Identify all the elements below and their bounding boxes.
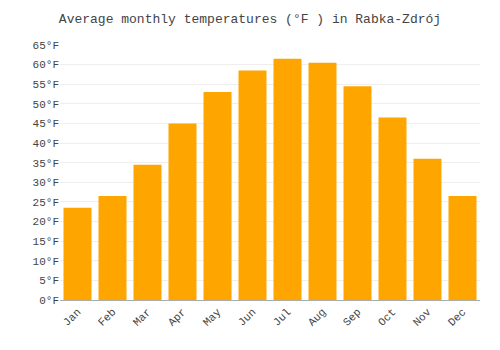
svg-text:Aug: Aug: [306, 306, 328, 328]
svg-text:Jun: Jun: [236, 306, 258, 328]
svg-text:Dec: Dec: [446, 306, 468, 328]
svg-text:Nov: Nov: [411, 306, 434, 329]
svg-text:65°F: 65°F: [33, 40, 59, 52]
svg-text:50°F: 50°F: [33, 99, 59, 111]
svg-text:Apr: Apr: [166, 306, 188, 328]
svg-text:Jan: Jan: [61, 306, 83, 328]
svg-text:15°F: 15°F: [33, 236, 59, 248]
svg-text:60°F: 60°F: [33, 59, 59, 71]
svg-text:20°F: 20°F: [33, 216, 59, 228]
svg-text:55°F: 55°F: [33, 79, 59, 91]
svg-text:30°F: 30°F: [33, 177, 59, 189]
svg-text:35°F: 35°F: [33, 158, 59, 170]
svg-text:Mar: Mar: [131, 306, 153, 328]
svg-text:May: May: [201, 306, 224, 329]
svg-text:0°F: 0°F: [39, 295, 59, 307]
svg-text:Jul: Jul: [271, 306, 293, 328]
svg-text:Oct: Oct: [376, 306, 398, 328]
svg-text:40°F: 40°F: [33, 138, 59, 150]
svg-text:Sep: Sep: [341, 306, 363, 328]
svg-text:45°F: 45°F: [33, 118, 59, 130]
svg-text:Feb: Feb: [96, 306, 118, 328]
svg-text:5°F: 5°F: [39, 275, 59, 287]
svg-text:25°F: 25°F: [33, 197, 59, 209]
svg-text:Average monthly temperatures (: Average monthly temperatures (°F ) in Ra…: [59, 12, 441, 27]
svg-text:10°F: 10°F: [33, 256, 59, 268]
